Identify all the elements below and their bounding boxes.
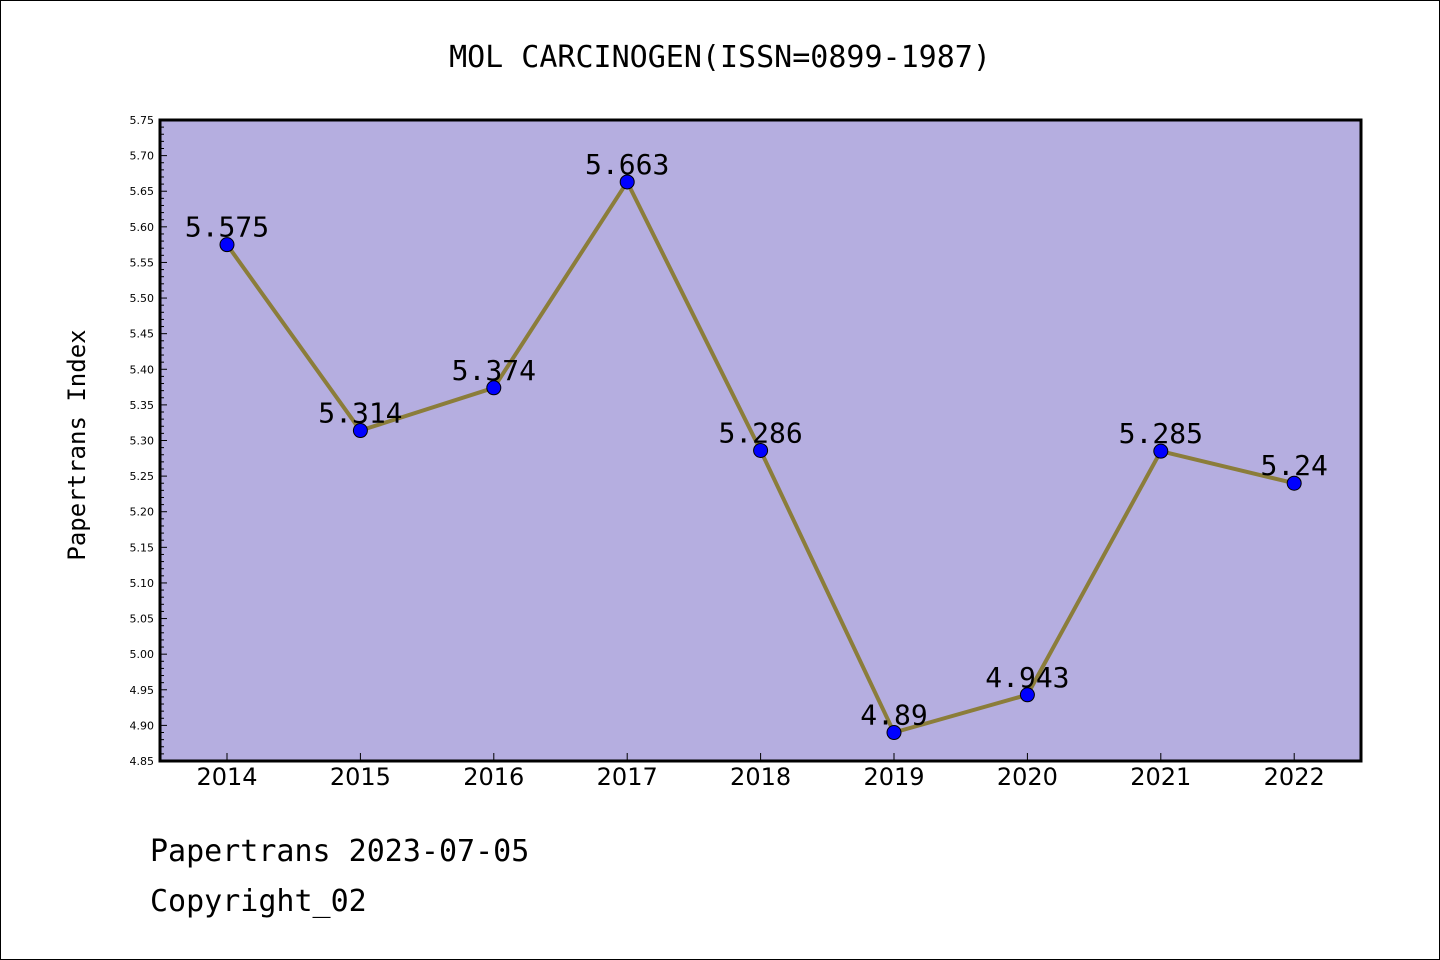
y-tick-label: 5.65 (130, 185, 155, 198)
data-value-label: 4.89 (860, 699, 927, 732)
y-tick-label: 5.75 (130, 114, 155, 127)
data-point-marker (1153, 443, 1169, 459)
data-value-label: 5.374 (452, 354, 536, 387)
data-point-marker (1286, 475, 1302, 491)
data-labels: 5.575 5.314 5.374 5.663 5.286 4.89 4.943 5.285 5… (185, 148, 1328, 732)
y-tick-label: 5.00 (130, 648, 155, 661)
y-tick-label: 4.85 (130, 755, 155, 768)
x-axis-ticks: 2014 2015 2016 2017 2018 2019 2020 2021 2022 (196, 753, 1325, 791)
y-tick-label: 5.35 (130, 399, 155, 412)
data-point-marker (352, 423, 368, 439)
data-value-label: 5.314 (318, 397, 402, 430)
y-tick-label: 5.70 (130, 150, 155, 163)
data-value-label: 5.24 (1260, 449, 1327, 482)
y-tick-label: 5.10 (130, 577, 155, 590)
data-point-marker (486, 380, 502, 396)
data-value-label: 4.943 (985, 661, 1069, 694)
data-point-marker (886, 725, 902, 741)
data-point-marker (1019, 687, 1035, 703)
data-point-marker (753, 442, 769, 458)
y-axis-label: Papertrans Index (63, 329, 91, 560)
y-tick-label: 5.05 (130, 613, 155, 626)
data-value-label: 5.286 (718, 416, 802, 449)
y-tick-label: 5.15 (130, 541, 155, 554)
y-axis-ticks: 4.85 4.90 4.95 5.00 5.05 5.10 5.15 5.20 5.25 5.30… (130, 114, 167, 768)
data-value-label: 5.663 (585, 148, 669, 181)
plot-area (158, 118, 1363, 763)
data-value-label: 5.285 (1119, 417, 1203, 450)
x-tick-label: 2015 (330, 763, 391, 791)
x-tick-label: 2019 (863, 763, 924, 791)
x-tick-label: 2016 (463, 763, 524, 791)
data-point-marker (619, 174, 635, 190)
y-tick-label: 5.20 (130, 506, 155, 519)
y-tick-label: 5.25 (130, 470, 155, 483)
x-tick-label: 2014 (196, 763, 257, 791)
x-tick-label: 2018 (730, 763, 791, 791)
chart-title: MOL CARCINOGEN(ISSN=0899-1987) (449, 40, 991, 75)
x-tick-label: 2021 (1130, 763, 1191, 791)
y-tick-label: 5.50 (130, 292, 155, 305)
y-tick-label: 5.30 (130, 435, 155, 448)
y-tick-label: 5.40 (130, 363, 155, 376)
y-tick-label: 5.60 (130, 221, 155, 234)
footer-copyright: Copyright_02 (150, 884, 367, 919)
x-tick-label: 2020 (997, 763, 1058, 791)
y-tick-label: 4.90 (130, 719, 155, 732)
x-tick-label: 2017 (597, 763, 658, 791)
data-markers (219, 174, 1302, 741)
y-tick-label: 5.55 (130, 256, 155, 269)
footer-date: Papertrans 2023-07-05 (150, 834, 530, 869)
data-point-marker (219, 237, 235, 253)
data-value-label: 5.575 (185, 211, 269, 244)
y-tick-label: 4.95 (130, 684, 155, 697)
x-tick-label: 2022 (1264, 763, 1325, 791)
y-tick-label: 5.45 (130, 328, 155, 341)
